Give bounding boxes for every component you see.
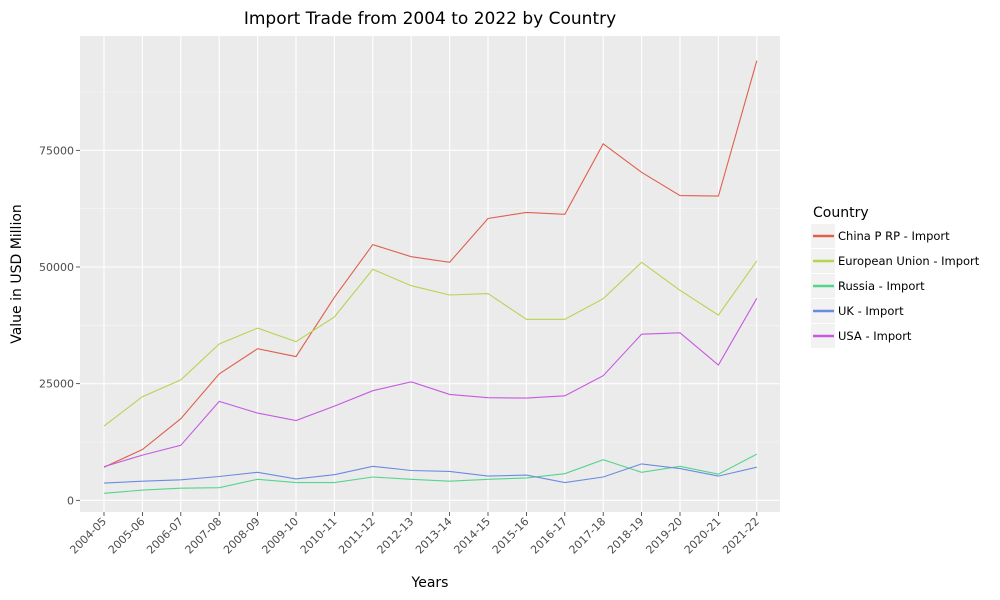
x-tick-label: 2004-05 [67, 515, 109, 557]
x-axis-title: Years [411, 575, 449, 591]
x-tick-label: 2019-20 [643, 515, 685, 557]
x-tick-label: 2008-09 [221, 515, 263, 557]
legend-label-china-p-rp-import: China P RP - Import [838, 229, 950, 243]
x-tick-label: 2010-11 [298, 515, 340, 557]
x-tick-label: 2018-19 [605, 515, 647, 557]
y-tick-label: 75000 [39, 144, 74, 157]
x-tick-label: 2016-17 [528, 515, 570, 557]
series-line-uk-import [103, 463, 757, 484]
x-tick-label: 2013-14 [413, 515, 455, 557]
x-tick-label: 2014-15 [451, 515, 493, 557]
legend-label-uk-import: UK - Import [838, 304, 904, 318]
x-tick-label: 2011-12 [336, 515, 378, 557]
legend-label-european-union-import: European Union - Import [838, 254, 980, 268]
x-tick-label: 2012-13 [375, 515, 417, 557]
plot-background [80, 36, 780, 512]
major-gridlines [80, 36, 780, 512]
series-line-usa-import [103, 298, 758, 468]
y-tick-label: 50000 [39, 261, 74, 274]
minor-gridlines [80, 91, 780, 443]
y-tick-label: 25000 [39, 378, 74, 391]
series-line-china-p-rp-import [103, 60, 758, 468]
x-tick-label: 2005-06 [106, 515, 148, 557]
series-line-european-union-import [103, 260, 758, 427]
y-axis-title: Value in USD Million [9, 204, 25, 344]
series-line-russia-import [103, 453, 758, 494]
legend-label-russia-import: Russia - Import [838, 279, 925, 293]
x-tick-label: 2006-07 [144, 515, 186, 557]
x-tick-label: 2021-22 [720, 515, 762, 557]
chart-title: Import Trade from 2004 to 2022 by Countr… [244, 9, 616, 29]
x-tick-label: 2020-21 [682, 515, 724, 557]
series-layer [103, 60, 758, 494]
x-tick-label: 2009-10 [259, 515, 301, 557]
legend: Country China P RP - Import European Unio… [811, 205, 980, 348]
legend-title: Country [813, 205, 869, 221]
legend-label-usa-import: USA - Import [838, 329, 912, 343]
x-tick-label: 2007-08 [183, 515, 225, 557]
x-tick-label: 2017-18 [567, 515, 609, 557]
x-tick-label: 2015-16 [490, 515, 532, 557]
y-tick-label: 0 [67, 494, 74, 507]
